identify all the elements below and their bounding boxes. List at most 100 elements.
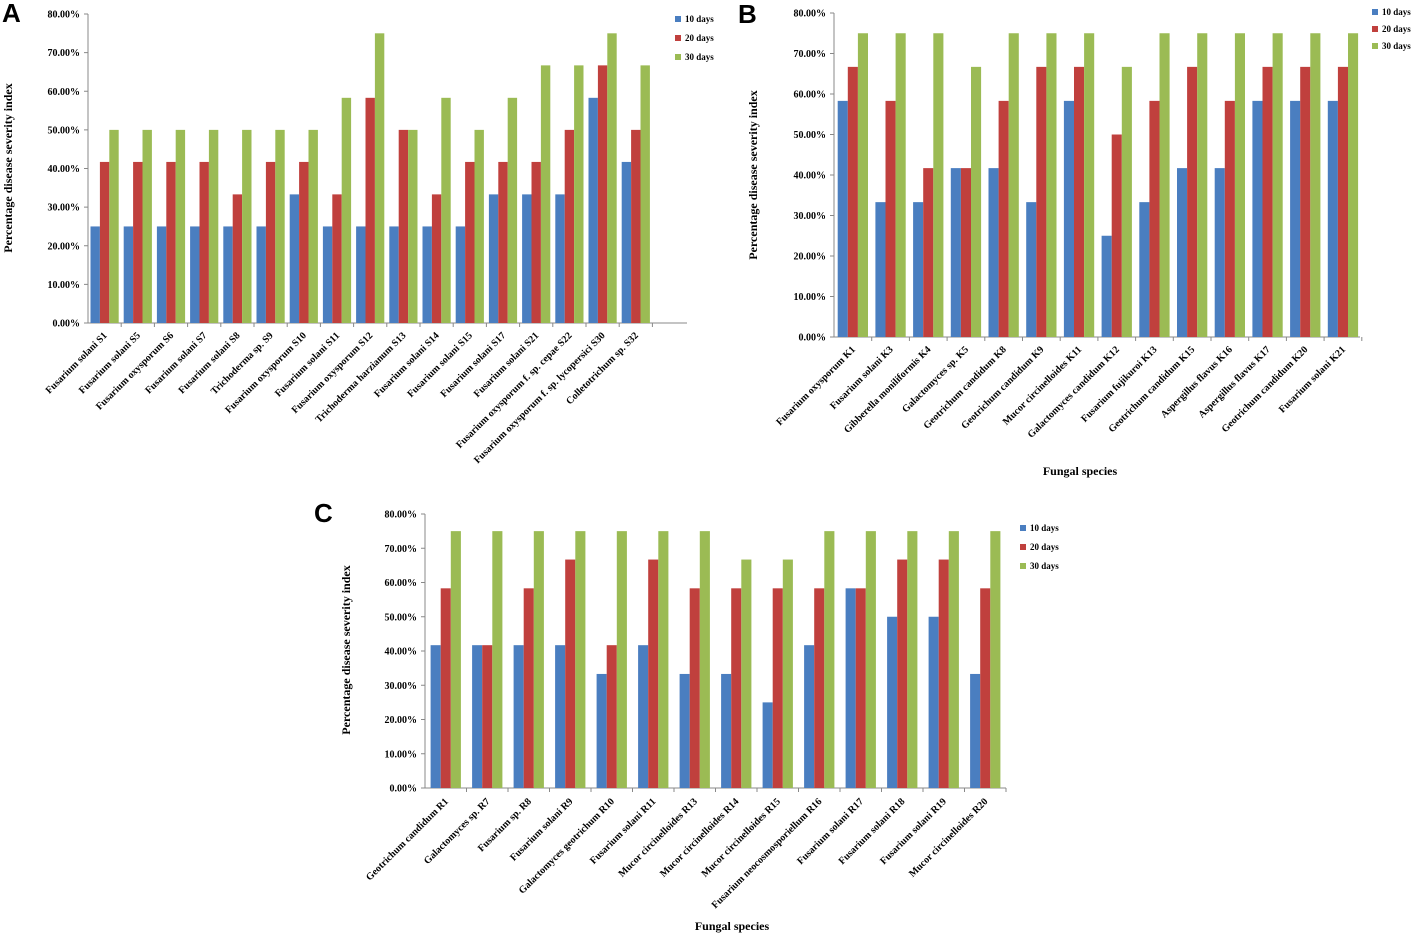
bar-30-days-12 bbox=[474, 129, 484, 324]
bar-30-days-3 bbox=[175, 129, 186, 324]
legend-label: 10 days bbox=[1382, 7, 1411, 17]
bar-30-days-6 bbox=[275, 129, 285, 324]
bar-10-days-16 bbox=[588, 97, 598, 323]
bar-10-days-12 bbox=[887, 616, 898, 788]
bar-20-days-16 bbox=[597, 65, 608, 324]
legend-label: 10 days bbox=[1030, 523, 1059, 533]
bar-10-days-10 bbox=[1177, 168, 1188, 337]
y-tick-label: 40.00% bbox=[794, 171, 827, 182]
bar-30-days-9 bbox=[1159, 33, 1170, 337]
bar-10-days-7 bbox=[1063, 100, 1074, 337]
bar-30-days-5 bbox=[242, 129, 252, 324]
bar-10-days-8 bbox=[322, 226, 333, 323]
y-tick-label: 30.00% bbox=[48, 203, 81, 214]
x-category-label: Mucor circinelloides R15 bbox=[700, 796, 783, 879]
bar-30-days-6 bbox=[1046, 33, 1057, 337]
bar-30-days-5 bbox=[1008, 33, 1019, 337]
bar-10-days-10 bbox=[804, 645, 815, 788]
x-axis-title: Fungal species bbox=[1043, 464, 1118, 478]
y-tick-label: 0.00% bbox=[799, 333, 827, 344]
bar-20-days-5 bbox=[232, 194, 243, 323]
bar-30-days-4 bbox=[575, 531, 586, 789]
bar-20-days-3 bbox=[523, 588, 534, 788]
bar-10-days-2 bbox=[472, 645, 483, 788]
bar-10-days-6 bbox=[256, 226, 266, 323]
legend-label: 20 days bbox=[1030, 542, 1059, 552]
bar-20-days-1 bbox=[847, 66, 858, 338]
y-axis-title: Percentage disease severity index bbox=[339, 565, 353, 734]
bar-10-days-2 bbox=[123, 226, 134, 323]
bar-10-days-9 bbox=[1139, 202, 1150, 337]
x-category-label: Fusarium solani K21 bbox=[1277, 344, 1348, 415]
bar-20-days-11 bbox=[855, 588, 866, 788]
y-tick-label: 60.00% bbox=[385, 578, 418, 589]
bar-10-days-2 bbox=[875, 202, 886, 337]
x-category-label: Fusarium fujikuroi K13 bbox=[1079, 344, 1159, 424]
chart-panel-b: B 0.00% 10.00% 20.00% 30.00% 40.00% 50.00% 60.0… bbox=[738, 0, 1411, 478]
legend-swatch bbox=[1372, 26, 1378, 32]
bar-20-days-12 bbox=[465, 161, 475, 323]
y-tick-label: 0.00% bbox=[53, 319, 81, 330]
panel-label-c: C bbox=[314, 498, 333, 528]
bar-30-days-11 bbox=[1234, 33, 1245, 337]
bar-10-days-1 bbox=[90, 226, 100, 323]
bar-30-days-9 bbox=[374, 33, 385, 324]
bar-10-days-4 bbox=[555, 645, 566, 788]
bar-10-days-12 bbox=[455, 226, 466, 323]
bar-10-days-1 bbox=[837, 100, 848, 337]
bar-30-days-7 bbox=[1084, 33, 1095, 337]
y-tick-label: 10.00% bbox=[385, 749, 418, 760]
bar-20-days-2 bbox=[885, 100, 896, 337]
y-tick-label: 10.00% bbox=[794, 292, 827, 303]
y-tick-label: 60.00% bbox=[48, 87, 81, 98]
y-tick-label: 50.00% bbox=[794, 130, 827, 141]
legend-swatch bbox=[1020, 544, 1026, 550]
legend-swatch bbox=[675, 35, 681, 41]
y-axis-title: Percentage disease severity index bbox=[746, 90, 760, 259]
bar-10-days-11 bbox=[1214, 168, 1225, 337]
bar-20-days-5 bbox=[606, 645, 617, 788]
bar-20-days-3 bbox=[923, 168, 934, 337]
bar-30-days-4 bbox=[971, 66, 982, 338]
bar-10-days-11 bbox=[422, 226, 432, 323]
bar-10-days-14 bbox=[970, 673, 981, 788]
bar-20-days-7 bbox=[299, 161, 309, 323]
bar-30-days-12 bbox=[907, 531, 918, 789]
bar-20-days-15 bbox=[564, 129, 575, 324]
y-axis-title: Percentage disease severity index bbox=[1, 83, 15, 252]
legend-label: 20 days bbox=[685, 33, 714, 43]
bar-20-days-10 bbox=[814, 588, 825, 788]
bar-20-days-7 bbox=[1074, 66, 1085, 338]
bar-30-days-11 bbox=[865, 531, 876, 789]
x-category-label: Fusarium solani S1 bbox=[44, 330, 110, 396]
bar-10-days-5 bbox=[988, 168, 999, 337]
bar-20-days-3 bbox=[166, 161, 176, 323]
x-category-label: Aspergillus flavus K16 bbox=[1159, 344, 1235, 420]
bar-30-days-13 bbox=[1310, 33, 1321, 337]
bar-20-days-2 bbox=[133, 161, 143, 323]
legend-label: 30 days bbox=[1382, 41, 1411, 51]
bar-30-days-10 bbox=[1197, 33, 1208, 337]
bar-20-days-12 bbox=[1262, 66, 1273, 338]
bar-20-days-17 bbox=[631, 129, 641, 324]
x-category-label: Mucor circinelloides R20 bbox=[907, 796, 990, 879]
legend-swatch bbox=[1372, 43, 1378, 49]
bar-20-days-5 bbox=[998, 100, 1009, 337]
bar-10-days-4 bbox=[190, 226, 200, 323]
x-category-label: Fusarium solani S5 bbox=[77, 330, 143, 396]
bar-30-days-1 bbox=[857, 33, 868, 337]
bar-10-days-8 bbox=[721, 673, 732, 788]
legend-swatch bbox=[1372, 9, 1378, 15]
x-category-label: Galactomyces sp. K5 bbox=[900, 344, 971, 415]
bar-20-days-11 bbox=[1224, 100, 1235, 337]
bar-30-days-8 bbox=[741, 559, 752, 788]
bar-10-days-13 bbox=[1290, 100, 1301, 337]
x-category-label: Mucor circinelloides R13 bbox=[617, 796, 700, 879]
x-category-label: Aspergillus flavus K17 bbox=[1197, 344, 1273, 420]
bar-10-days-1 bbox=[430, 645, 441, 788]
bar-10-days-14 bbox=[1327, 100, 1338, 337]
bar-10-days-13 bbox=[488, 194, 499, 323]
x-category-label: Fusarium solani K3 bbox=[828, 344, 896, 412]
bar-30-days-10 bbox=[824, 531, 835, 789]
